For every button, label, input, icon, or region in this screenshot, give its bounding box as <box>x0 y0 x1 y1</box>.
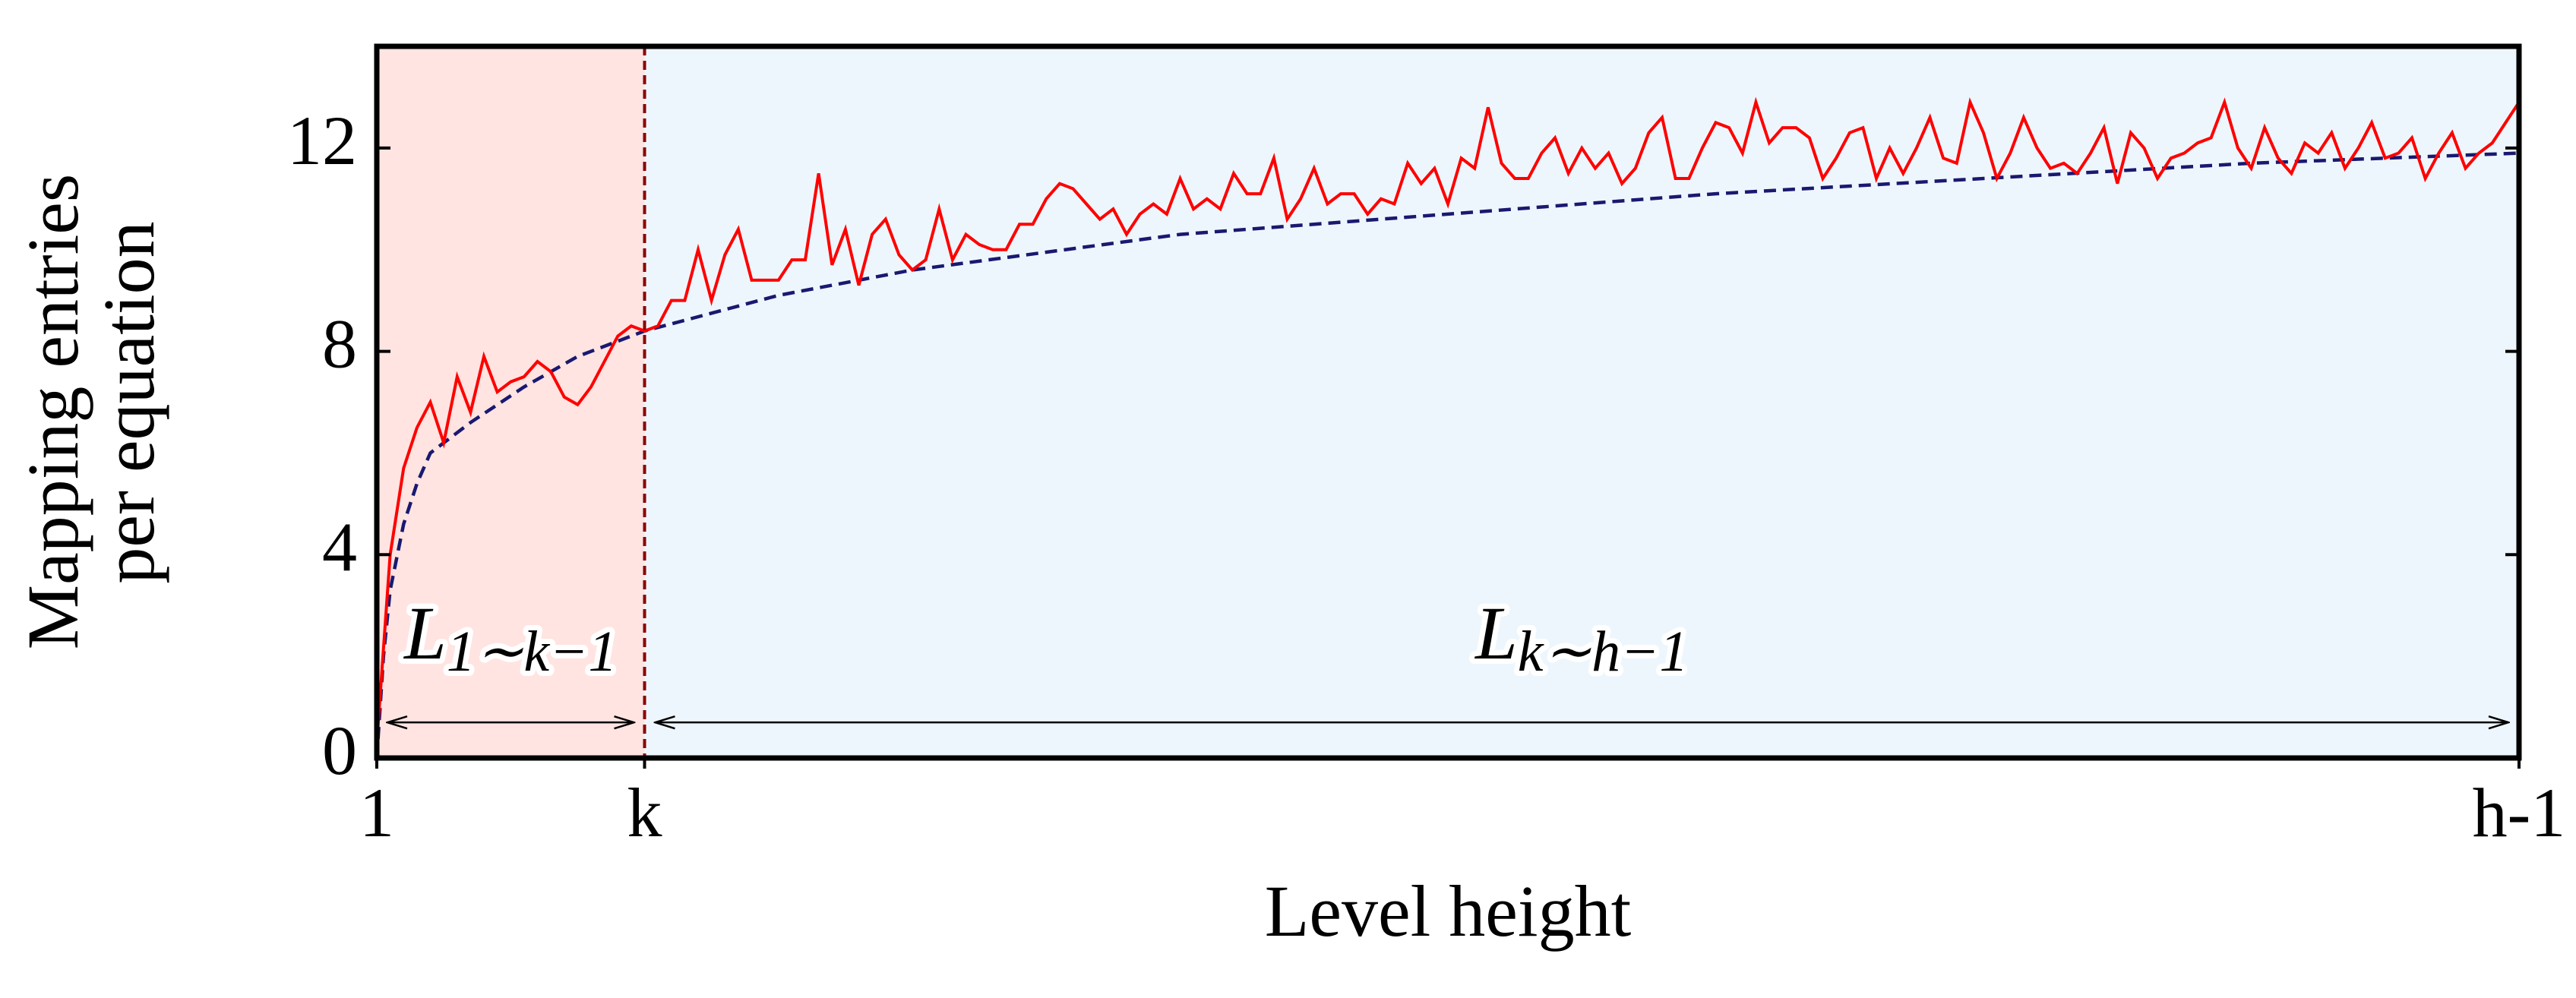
y-axis-label-line: per equation <box>88 221 169 583</box>
x-tick-label: h-1 <box>2473 774 2566 851</box>
data-line <box>375 96 2521 744</box>
plot-frame <box>374 43 2522 761</box>
x-tick-label: k <box>627 774 662 851</box>
y-tick-label: 0 <box>322 712 357 789</box>
y-tick-label: 8 <box>322 305 357 383</box>
x-tick-label: 1 <box>359 774 394 851</box>
range-label-sub: k∼h−1 <box>1518 621 1689 684</box>
y-axis-label-line: Mapping entries <box>12 174 93 650</box>
range-label-sub: 1∼k−1 <box>447 621 618 684</box>
range-label-main: L <box>403 591 447 675</box>
range-label-main: L <box>1474 591 1518 675</box>
data-line <box>375 151 2520 759</box>
y-tick-label: 12 <box>287 102 357 179</box>
range-label: L1∼k−1 <box>403 591 617 684</box>
range-label: Lk∼h−1 <box>1474 591 1688 684</box>
y-tick-label: 4 <box>322 508 357 586</box>
x-axis-label: Level height <box>1265 870 1632 952</box>
region <box>377 46 645 758</box>
y-axis-label: Mapping entries per equation <box>12 156 169 650</box>
